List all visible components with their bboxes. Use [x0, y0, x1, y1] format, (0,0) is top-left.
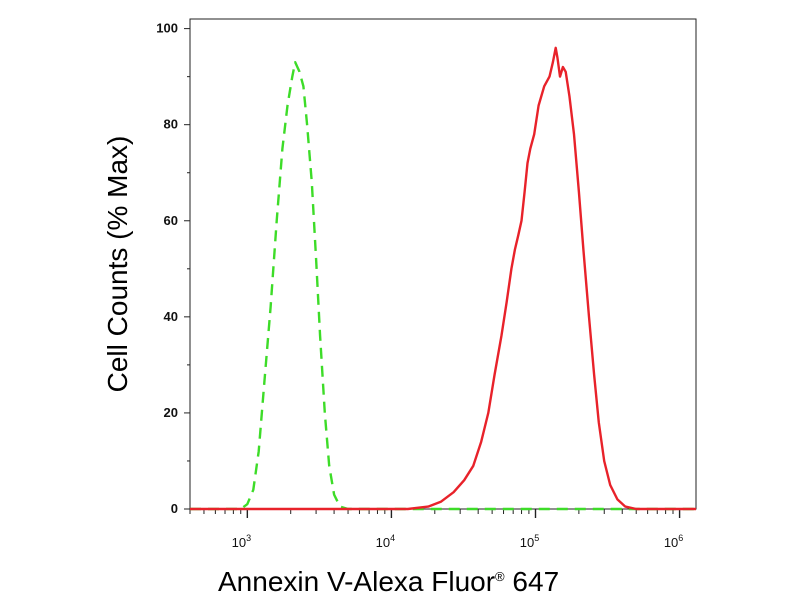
y-tick-label-40: 40: [164, 309, 178, 324]
x-axis-title: Annexin V-Alexa Fluor® 647: [218, 566, 559, 597]
y-tick-label-100: 100: [156, 21, 178, 36]
series-group: [190, 46, 696, 511]
y-axis-title: Cell Counts (% Max): [102, 136, 133, 393]
x-tick-exponent: 3: [246, 533, 251, 543]
x-tick-base: 10: [664, 535, 678, 550]
x-axis-title-main: Annexin V-Alexa Fluor: [218, 566, 495, 597]
x-tick-label-10-6: 106: [664, 533, 683, 550]
x-tick-base: 10: [376, 535, 390, 550]
x-tick-label-10-4: 104: [376, 533, 395, 550]
x-axis-title-mark: ®: [495, 569, 505, 584]
x-axis-ticks: 103 104 105 106: [189, 509, 683, 550]
y-axis-ticks: 0 20 40 60 80 100: [156, 21, 190, 516]
y-tick-label-60: 60: [164, 213, 178, 228]
x-tick-label-10-5: 105: [520, 533, 539, 550]
x-tick-exponent: 4: [390, 533, 395, 543]
plot-frame: [189, 18, 697, 510]
x-tick-exponent: 6: [678, 533, 683, 543]
x-tick-label-10-3: 103: [232, 533, 251, 550]
series-line-2: [190, 46, 696, 511]
x-tick-base: 10: [520, 535, 534, 550]
y-tick-label-80: 80: [164, 117, 178, 132]
y-tick-label-20: 20: [164, 405, 178, 420]
x-axis-title-tail: 647: [505, 566, 560, 597]
y-tick-label-0: 0: [171, 501, 178, 516]
x-tick-base: 10: [232, 535, 246, 550]
x-tick-exponent: 5: [534, 533, 539, 543]
series-line-1: [190, 61, 696, 511]
